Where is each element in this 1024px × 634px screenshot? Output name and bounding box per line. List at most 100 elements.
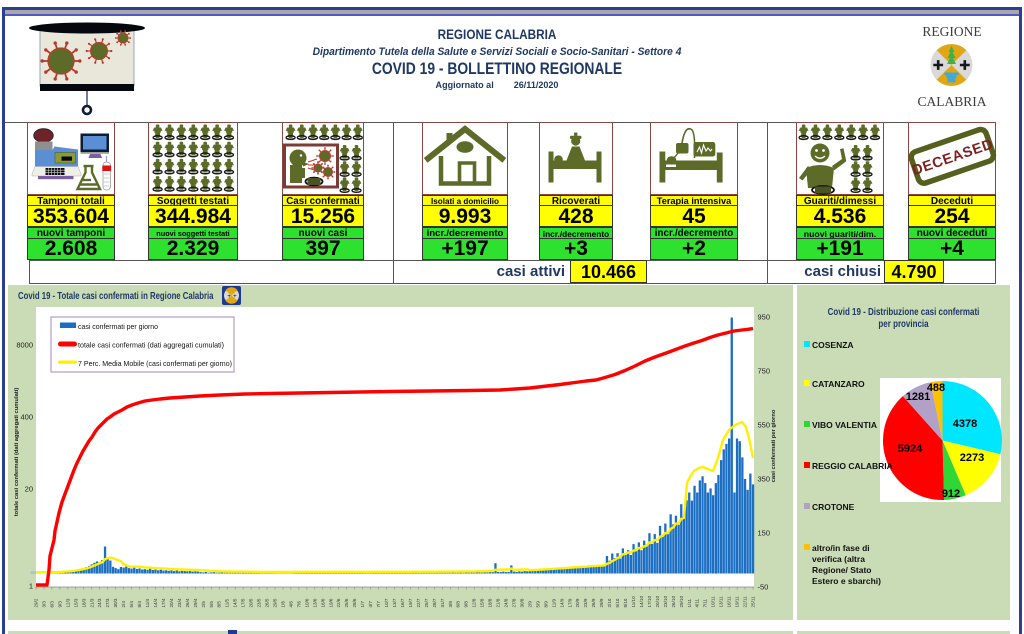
- svg-text:12/3: 12/3: [65, 598, 70, 607]
- svg-text:19/6: 19/6: [328, 598, 333, 607]
- svg-text:30/8: 30/8: [520, 598, 525, 607]
- svg-text:20/10: 20/10: [655, 596, 660, 608]
- svg-text:8000: 8000: [16, 341, 33, 350]
- svg-text:3/8: 3/8: [448, 601, 453, 608]
- svg-text:2/4: 2/4: [121, 601, 126, 608]
- svg-text:1/11: 1/11: [687, 598, 692, 607]
- svg-text:29/5: 29/5: [273, 598, 278, 607]
- svg-text:28/6: 28/6: [352, 598, 357, 607]
- svg-text:5924: 5924: [898, 443, 923, 455]
- svg-text:400: 400: [20, 413, 33, 422]
- svg-text:5/10: 5/10: [615, 598, 620, 607]
- svg-text:23/9: 23/9: [583, 598, 588, 607]
- svg-text:2/9: 2/9: [527, 601, 532, 608]
- svg-text:4/6: 4/6: [288, 601, 293, 608]
- svg-text:350: 350: [758, 475, 771, 484]
- svg-text:casi confermati per giorno: casi confermati per giorno: [771, 409, 777, 482]
- svg-text:13/11: 13/11: [719, 596, 724, 608]
- svg-text:4/7: 4/7: [368, 601, 373, 608]
- svg-text:totale casi confermati (dati a: totale casi confermati (dati aggregati c…: [78, 341, 224, 350]
- svg-text:+: +: [227, 293, 231, 300]
- svg-text:20/5: 20/5: [249, 598, 254, 607]
- svg-text:12/8: 12/8: [472, 598, 477, 607]
- svg-text:5/9: 5/9: [535, 601, 540, 608]
- svg-text:6/3: 6/3: [49, 601, 54, 608]
- svg-text:30/3: 30/3: [113, 598, 118, 607]
- svg-text:-50: -50: [758, 583, 769, 592]
- svg-text:29/10: 29/10: [679, 596, 684, 608]
- svg-text:4/11: 4/11: [695, 598, 700, 607]
- svg-text:22/7: 22/7: [416, 598, 421, 607]
- svg-text:2273: 2273: [960, 452, 984, 464]
- svg-text:9/8: 9/8: [464, 601, 469, 608]
- svg-text:17/10: 17/10: [647, 596, 652, 608]
- svg-text:18/3: 18/3: [81, 598, 86, 607]
- svg-text:26/9: 26/9: [591, 598, 596, 607]
- svg-text:1281: 1281: [906, 391, 930, 403]
- svg-text:20/4: 20/4: [169, 598, 174, 607]
- svg-text:8/5: 8/5: [217, 601, 222, 608]
- svg-text:1: 1: [29, 582, 33, 591]
- svg-text:31/7: 31/7: [440, 598, 445, 607]
- svg-text:11/10: 11/10: [631, 596, 636, 608]
- svg-text:totale casi confermati (dati a: totale casi confermati (dati aggregati c…: [14, 388, 20, 517]
- svg-text:15/8: 15/8: [480, 598, 485, 607]
- svg-text:23/5: 23/5: [257, 598, 262, 607]
- svg-text:2/10: 2/10: [607, 598, 612, 607]
- svg-text:8/10: 8/10: [623, 598, 628, 607]
- svg-text:17/5: 17/5: [241, 598, 246, 607]
- svg-text:950: 950: [758, 313, 771, 322]
- svg-text:14/5: 14/5: [233, 598, 238, 607]
- svg-text:REGIONE: REGIONE: [922, 24, 981, 39]
- svg-text:550: 550: [758, 421, 771, 430]
- svg-text:27/8: 27/8: [512, 598, 517, 607]
- svg-text:7/6: 7/6: [296, 601, 301, 608]
- svg-text:7/7: 7/7: [376, 601, 381, 608]
- svg-text:14/10: 14/10: [639, 596, 644, 608]
- svg-text:casi confermati per giorno: casi confermati per giorno: [78, 322, 158, 331]
- svg-text:21/8: 21/8: [496, 598, 501, 607]
- svg-text:9/3: 9/3: [57, 601, 62, 608]
- svg-text:16/6: 16/6: [320, 598, 325, 607]
- svg-text:22/6: 22/6: [336, 598, 341, 607]
- svg-text:11/9: 11/9: [551, 598, 556, 607]
- svg-text:13/7: 13/7: [392, 598, 397, 607]
- svg-text:14/4: 14/4: [153, 598, 158, 607]
- svg-text:CALABRIA: CALABRIA: [917, 94, 986, 109]
- svg-text:23/4: 23/4: [177, 598, 182, 607]
- svg-text:10/6: 10/6: [304, 598, 309, 607]
- svg-text:488: 488: [927, 382, 945, 394]
- svg-text:14/9: 14/9: [559, 598, 564, 607]
- svg-text:6/8: 6/8: [456, 601, 461, 608]
- svg-text:25/7: 25/7: [424, 598, 429, 607]
- svg-text:912: 912: [942, 488, 960, 500]
- svg-text:3/3: 3/3: [42, 601, 47, 608]
- svg-text:20/9: 20/9: [575, 598, 580, 607]
- svg-text:29/9: 29/9: [599, 598, 604, 607]
- svg-text:1/7: 1/7: [360, 601, 365, 608]
- svg-text:10/7: 10/7: [384, 598, 389, 607]
- svg-text:25/11: 25/11: [751, 596, 756, 608]
- svg-text:16/7: 16/7: [400, 598, 405, 607]
- svg-text:10/11: 10/11: [711, 596, 716, 608]
- svg-text:22/11: 22/11: [743, 596, 748, 608]
- svg-text:5/4: 5/4: [129, 601, 134, 608]
- svg-text:8/4: 8/4: [137, 601, 142, 608]
- svg-text:26/10: 26/10: [671, 596, 676, 608]
- svg-text:26/5: 26/5: [265, 598, 270, 607]
- svg-text:24/3: 24/3: [97, 598, 102, 607]
- svg-text:11/4: 11/4: [145, 598, 150, 607]
- svg-text:19/7: 19/7: [408, 598, 413, 607]
- svg-text:18/8: 18/8: [488, 598, 493, 607]
- svg-text:8/9: 8/9: [543, 601, 548, 608]
- svg-text:20: 20: [25, 485, 33, 494]
- svg-text:5/5: 5/5: [209, 601, 214, 608]
- svg-text:13/6: 13/6: [312, 598, 317, 607]
- svg-text:24/8: 24/8: [504, 598, 509, 607]
- svg-text:16/11: 16/11: [727, 596, 732, 608]
- svg-text:17/9: 17/9: [567, 598, 572, 607]
- svg-text:21/3: 21/3: [89, 598, 94, 607]
- svg-text:150: 150: [758, 529, 771, 538]
- svg-text:15/3: 15/3: [73, 598, 78, 607]
- svg-text:4378: 4378: [953, 418, 977, 430]
